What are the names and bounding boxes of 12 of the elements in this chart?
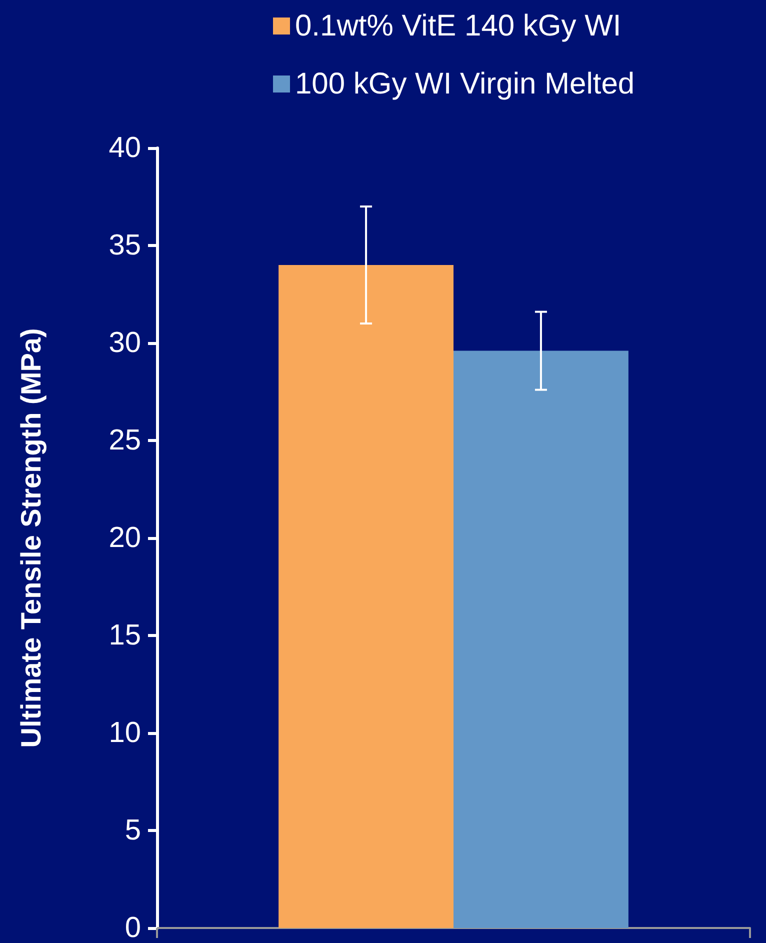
y-tick-label: 15 xyxy=(108,620,141,652)
y-axis-title: Ultimate Tensile Strength (MPa) xyxy=(16,328,46,748)
y-tick-label: 20 xyxy=(108,522,141,554)
y-tick-label: 0 xyxy=(124,912,141,943)
y-tick-label: 40 xyxy=(108,132,141,164)
legend-label: 100 kGy WI Virgin Melted xyxy=(295,68,635,100)
y-tick-label: 30 xyxy=(108,327,141,359)
y-tick-label: 5 xyxy=(124,814,141,846)
y-tick-label: 10 xyxy=(108,717,141,749)
legend-label: 0.1wt% VitE 140 kGy WI xyxy=(295,10,622,42)
y-tick-label: 35 xyxy=(108,230,141,262)
y-tick-label: 25 xyxy=(108,424,141,456)
